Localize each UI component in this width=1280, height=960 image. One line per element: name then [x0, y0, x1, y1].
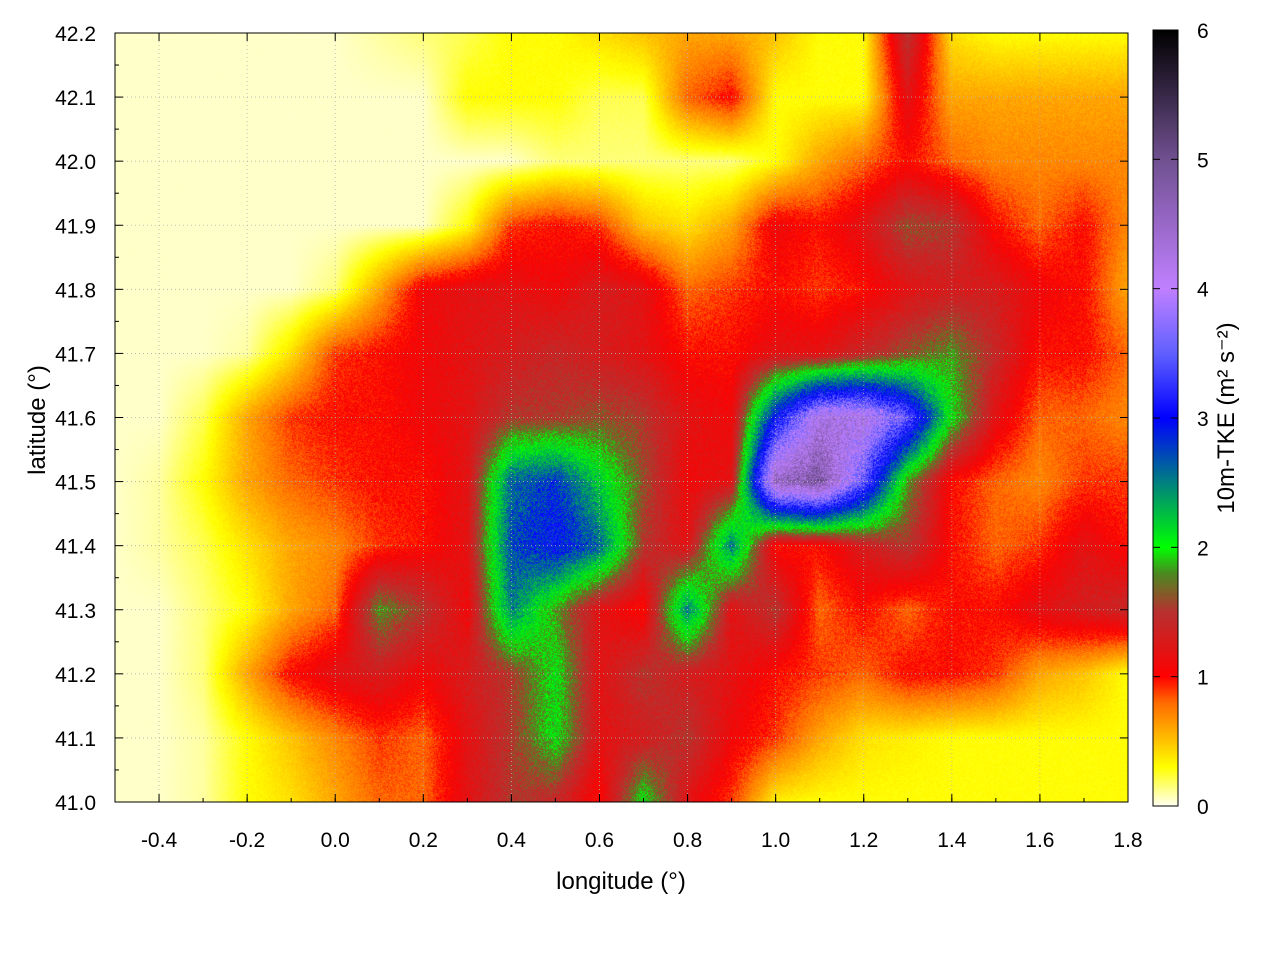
y-tick-label: 41.7 — [55, 343, 96, 366]
y-tick-label: 41.3 — [55, 600, 96, 623]
heatmap-cell — [798, 770, 842, 802]
heatmap-cell — [1106, 33, 1128, 65]
x-axis-label: longitude (°) — [556, 868, 686, 895]
heatmap-cell — [181, 33, 225, 65]
heatmap-cell — [974, 33, 1018, 65]
y-tick-label: 42.2 — [55, 23, 96, 46]
heatmap-cell — [533, 770, 577, 802]
heatmap-cell — [1062, 33, 1106, 65]
x-tick-label: 1.0 — [761, 829, 790, 852]
colorbar-tick-label: 2 — [1197, 537, 1209, 560]
gridlines — [115, 32, 1129, 803]
y-axis: 41.0 41.1 41.2 41.3 41.4 41.5 41.6 41.7 41.8 41.9… — [55, 23, 1128, 815]
x-axis: -0.4 -0.2 0.0 0.2 0.4 0.6 0.8 1.0 1.2 1.4 1.6 1.8 — [114, 33, 1143, 852]
x-tick-label: 1.4 — [937, 829, 967, 852]
heatmap-cell — [622, 770, 666, 802]
colorbar-tick-label: 6 — [1197, 20, 1209, 43]
heatmap-cell — [269, 33, 313, 65]
heatmap-cell — [798, 33, 842, 65]
heatmap-cell — [533, 33, 577, 65]
y-tick-label: 41.6 — [55, 408, 96, 431]
heatmap-cell — [1106, 770, 1128, 802]
heatmap-cell — [357, 33, 401, 65]
y-tick-label: 41.5 — [55, 472, 96, 495]
y-axis-label: latitude (°) — [24, 365, 51, 475]
colorbar-tick-label: 4 — [1197, 279, 1209, 302]
heatmap-cell — [710, 33, 754, 65]
x-tick-label: 0.8 — [673, 829, 702, 852]
x-tick-label: 1.6 — [1025, 829, 1054, 852]
x-tick-label: -0.4 — [141, 829, 178, 852]
heatmap-cell — [886, 33, 930, 65]
heatmap-cell — [974, 770, 1018, 802]
colorbar-tick-label: 5 — [1197, 149, 1209, 172]
y-tick-label: 41.1 — [55, 728, 96, 751]
heatmap-cell — [269, 770, 313, 802]
heatmap-cell — [710, 770, 754, 802]
heatmap-cell — [622, 33, 666, 65]
heatmap-cell — [445, 770, 489, 802]
heatmap-cell — [115, 770, 137, 802]
y-tick-label: 41.0 — [55, 792, 96, 815]
x-tick-label: 0.6 — [585, 829, 614, 852]
heatmap-cell — [357, 770, 401, 802]
heatmap-cell — [886, 770, 930, 802]
heatmap-cells — [115, 33, 1128, 802]
heatmap-cell — [445, 33, 489, 65]
plot-frame — [114, 32, 1129, 803]
heatmap-cell — [1062, 770, 1106, 802]
colorbar-tick-label: 0 — [1197, 796, 1209, 819]
y-tick-label: 41.8 — [55, 279, 96, 302]
y-tick-label: 42.0 — [55, 151, 96, 174]
colorbar-label: 10m-TKE (m² s⁻²) — [1213, 322, 1240, 513]
y-tick-label: 41.2 — [55, 664, 96, 687]
colorbar-tick-label: 1 — [1197, 667, 1209, 690]
x-tick-label: 1.8 — [1113, 829, 1142, 852]
y-tick-label: 41.9 — [55, 215, 96, 238]
y-tick-label: 42.1 — [55, 87, 96, 110]
x-tick-label: 1.2 — [849, 829, 878, 852]
x-tick-label: 0.4 — [497, 829, 527, 852]
colorbar-axis: 0 1 2 3 4 5 6 — [1153, 20, 1209, 819]
heatmap-cell — [181, 770, 225, 802]
x-tick-label: -0.2 — [229, 829, 265, 852]
colorbar-tick-label: 3 — [1197, 408, 1209, 431]
heatmap-cell — [115, 33, 137, 65]
x-tick-label: 0.0 — [321, 829, 350, 852]
y-tick-label: 41.4 — [55, 536, 96, 559]
x-tick-label: 0.2 — [409, 829, 438, 852]
